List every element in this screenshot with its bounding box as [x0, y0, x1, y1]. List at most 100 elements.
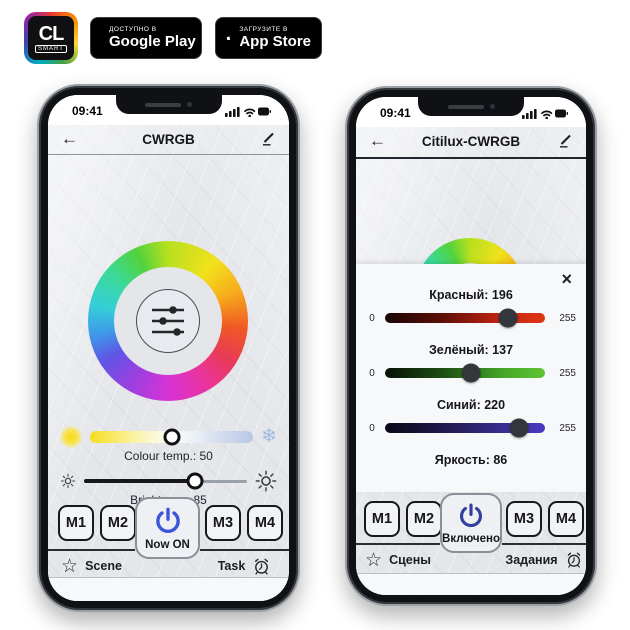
right-phone-screen: 09:41 ← Citilux-CWRGB	[356, 97, 586, 595]
red-label: Красный: 196	[429, 288, 513, 302]
cl-smart-logo: CL SMART	[24, 12, 78, 64]
app-store-kicker: Загрузите в	[239, 26, 288, 33]
snowflake-icon: ❄	[261, 426, 277, 447]
preset-button-m1[interactable]: M1	[58, 505, 94, 541]
red-slider[interactable]	[385, 308, 545, 328]
left-page-title: CWRGB	[142, 132, 195, 147]
left-phone-screen: 09:41 ← CWRGB	[48, 95, 289, 601]
power-button[interactable]: Now ON	[135, 497, 200, 559]
speaker-slot	[447, 104, 484, 109]
cl-logo-subtext: SMART	[35, 44, 67, 53]
star-icon: ☆	[365, 549, 383, 571]
preset-button-m3[interactable]: M3	[205, 505, 241, 541]
blue-min: 0	[369, 422, 375, 434]
brightness-slider[interactable]	[84, 472, 247, 490]
notch	[418, 97, 524, 116]
left-app-body: ← CWRGB	[48, 125, 289, 601]
status-time: 09:41	[72, 104, 103, 118]
status-icons	[225, 107, 271, 117]
tasks-button[interactable]: Задания	[502, 549, 586, 571]
preset-button-m2[interactable]: M2	[406, 501, 442, 537]
google-play-name: Google Play	[109, 33, 196, 50]
colour-temp-thumb[interactable]	[163, 428, 181, 446]
blue-slider-group: Синий: 220 0 255	[356, 398, 586, 438]
tasks-label: Задания	[505, 553, 558, 567]
rgb-panel: × Красный: 196 0 255 Зелёный: 137 0	[356, 264, 586, 492]
green-thumb[interactable]	[461, 363, 481, 383]
app-store-name: App Store	[239, 33, 311, 50]
power-state-label: Включено	[442, 532, 500, 545]
app-store-badge[interactable]: Загрузите в App Store	[215, 17, 322, 59]
task-button[interactable]: Task	[200, 555, 289, 577]
power-button[interactable]: Включено	[440, 493, 502, 553]
google-play-badge[interactable]: ДОСТУПНО В Google Play	[90, 17, 202, 59]
power-icon	[460, 502, 482, 527]
right-app-body: ← Citilux-CWRGB × Красный: 196 0	[356, 127, 586, 595]
blue-slider[interactable]	[385, 418, 545, 438]
green-max: 255	[559, 367, 576, 379]
home-area	[48, 577, 289, 601]
back-button[interactable]: ←	[369, 131, 386, 150]
color-mode-button[interactable]	[136, 289, 200, 353]
blue-thumb[interactable]	[509, 418, 529, 438]
divider-left	[48, 549, 135, 551]
right-app-header: ← Citilux-CWRGB	[356, 127, 586, 159]
power-icon	[155, 507, 180, 533]
dim-sun-icon	[60, 473, 76, 489]
store-badges-row: CL SMART ДОСТУПНО В Google Play Загрузит…	[0, 0, 630, 70]
green-label: Зелёный: 137	[428, 343, 514, 357]
camera-dot	[489, 104, 495, 109]
speaker-slot	[145, 102, 181, 107]
red-thumb[interactable]	[498, 308, 518, 328]
scene-label: Scene	[85, 559, 122, 573]
right-phone: 09:41 ← Citilux-CWRGB	[345, 86, 597, 606]
close-icon[interactable]: ×	[561, 269, 572, 289]
green-min: 0	[369, 367, 375, 379]
preset-button-m2[interactable]: M2	[100, 505, 136, 541]
preset-button-m3[interactable]: M3	[506, 501, 542, 537]
green-slider-group: Зелёный: 137 0 255	[356, 343, 586, 383]
red-min: 0	[369, 312, 375, 324]
bright-sun-icon	[255, 470, 277, 492]
color-wheel[interactable]	[88, 241, 248, 401]
google-play-text: ДОСТУПНО В Google Play	[109, 26, 196, 50]
alarm-clock-icon	[255, 558, 269, 575]
brightness-thumb[interactable]	[186, 472, 204, 490]
left-phone: 09:41 ← CWRGB	[37, 84, 300, 612]
scene-button[interactable]: ☆ Scene	[48, 555, 135, 577]
status-time: 09:41	[380, 106, 411, 120]
blue-max: 255	[559, 422, 576, 434]
power-state-label: Now ON	[145, 538, 190, 551]
app-store-text: Загрузите в App Store	[239, 26, 311, 50]
divider-right	[200, 549, 289, 551]
preset-button-m4[interactable]: M4	[548, 501, 584, 537]
brightness-value-label: Яркость: 86	[434, 453, 508, 467]
edit-icon[interactable]	[260, 131, 276, 147]
scenes-button[interactable]: ☆ Сцены	[356, 549, 440, 571]
green-slider[interactable]	[385, 363, 545, 383]
cl-logo-inner: CL SMART	[28, 16, 74, 60]
preset-button-m4[interactable]: M4	[247, 505, 283, 541]
brightness-row	[48, 469, 289, 493]
colour-temp-row: ❄	[48, 425, 289, 449]
edit-icon[interactable]	[557, 133, 573, 149]
google-play-kicker: ДОСТУПНО В	[109, 26, 157, 33]
divider-right	[502, 543, 586, 545]
notch	[115, 95, 222, 114]
preset-button-m1[interactable]: M1	[364, 501, 400, 537]
sliders-icon	[152, 306, 184, 336]
colour-temp-slider[interactable]	[90, 428, 254, 446]
apple-icon	[226, 35, 231, 41]
alarm-clock-icon	[567, 552, 580, 568]
right-page-title: Citilux-CWRGB	[421, 134, 521, 149]
left-app-header: ← CWRGB	[48, 125, 289, 155]
status-icons	[522, 109, 568, 119]
home-area	[356, 573, 586, 595]
back-button[interactable]: ←	[61, 129, 78, 148]
scenes-label: Сцены	[389, 553, 431, 567]
brightness-fill	[84, 479, 195, 483]
task-label: Task	[217, 559, 246, 573]
colour-temp-label: Colour temp.: 50	[124, 449, 213, 463]
blue-label: Синий: 220	[436, 398, 506, 412]
star-icon: ☆	[61, 555, 79, 577]
